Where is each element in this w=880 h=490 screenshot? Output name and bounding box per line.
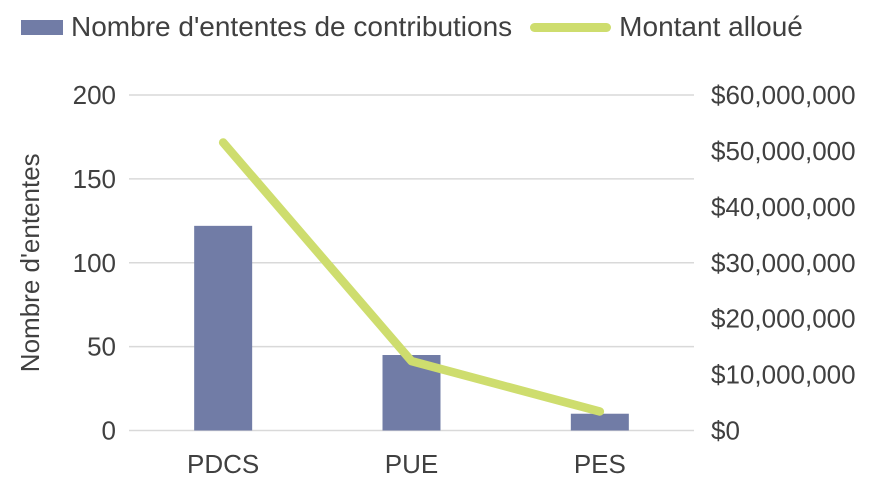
left-axis-tick-label: 0 — [102, 416, 116, 446]
right-axis-tick-label: $20,000,000 — [711, 304, 856, 334]
right-axis-tick-label: $10,000,000 — [711, 360, 856, 390]
right-axis-tick-label: $0 — [711, 416, 740, 446]
left-axis-tick-label: 50 — [87, 332, 116, 362]
x-axis-category-label: PUE — [385, 449, 438, 479]
right-axis-tick-label: $40,000,000 — [711, 192, 856, 222]
x-axis-category-label: PDCS — [187, 449, 259, 479]
legend-item-bar-series[interactable]: Nombre d'ententes de contributions — [21, 12, 512, 42]
right-axis-tick-label: $30,000,000 — [711, 248, 856, 278]
x-axis-category-label: PES — [574, 449, 626, 479]
right-axis-tick-label: $50,000,000 — [711, 136, 856, 166]
legend: Nombre d'ententes de contributions Monta… — [21, 12, 803, 42]
legend-label-bar-series: Nombre d'ententes de contributions — [71, 11, 513, 42]
left-axis-title: Nombre d'ententes — [15, 153, 45, 372]
legend-item-line-series[interactable]: Montant alloué — [530, 12, 803, 42]
right-axis-tick-label: $60,000,000 — [711, 80, 856, 110]
legend-label-line-series: Montant alloué — [619, 11, 803, 42]
line-series[interactable] — [218, 138, 605, 416]
left-axis-tick-label: 200 — [73, 80, 116, 110]
bar-series-swatch-icon — [21, 19, 63, 35]
bar[interactable] — [570, 413, 629, 431]
line-series-swatch-icon — [530, 22, 612, 32]
left-axis-tick-label: 100 — [73, 248, 116, 278]
bar[interactable] — [194, 225, 253, 431]
left-axis-tick-label: 150 — [73, 164, 116, 194]
